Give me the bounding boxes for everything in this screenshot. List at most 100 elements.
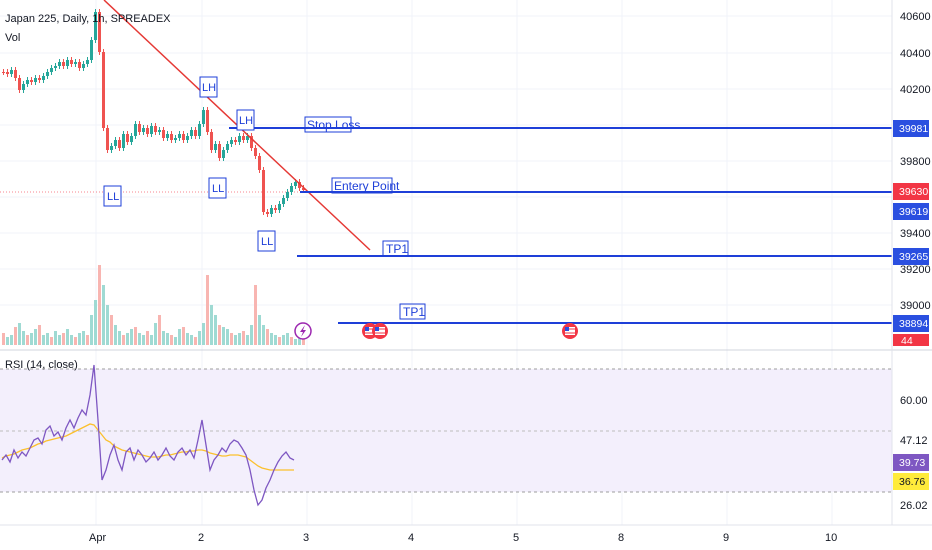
us-flag-icon[interactable] [372, 323, 388, 339]
candle-body [162, 130, 165, 138]
time-label: Apr [89, 532, 106, 544]
volume-bar [74, 337, 77, 345]
volume-bar [170, 335, 173, 345]
flash-icon[interactable] [294, 322, 312, 340]
volume-bar [114, 325, 117, 345]
volume-bar [18, 323, 21, 345]
tp1-annotation-a[interactable]: TP1 [382, 240, 409, 257]
candle-body [214, 144, 217, 150]
pattern-label-ll-1[interactable]: LL [103, 185, 122, 207]
volume-bar [82, 331, 85, 345]
rsi-tick: 60.00 [900, 395, 928, 407]
candle-body [110, 146, 113, 150]
rsi-axis[interactable]: 60.00 47.12 26.02 39.73 36.76 [893, 395, 929, 512]
volume-bar [178, 329, 181, 345]
volume-bar [262, 325, 265, 345]
volume-bar [86, 335, 89, 345]
price-axis[interactable]: 40600 40400 40200 39800 39400 39200 3900… [891, 0, 931, 525]
volume-bar [190, 335, 193, 345]
candle-body [206, 110, 209, 132]
svg-text:LL: LL [261, 236, 273, 248]
candle-body [74, 62, 77, 64]
candle-body [186, 136, 189, 140]
candle-body [46, 72, 49, 76]
volume-bar [186, 333, 189, 345]
volume-bar [110, 315, 113, 345]
volume-bar [14, 327, 17, 345]
pattern-label-lh-1[interactable]: LH [199, 76, 218, 98]
volume-bar [58, 335, 61, 345]
rsi-label[interactable]: RSI (14, close) [5, 359, 78, 371]
candle-body [226, 144, 229, 150]
volume-bar [218, 325, 221, 345]
pattern-label-ll-3[interactable]: LL [257, 230, 276, 252]
candlesticks [2, 9, 305, 217]
volume-bar [166, 333, 169, 345]
volume-bar [138, 333, 141, 345]
candle-body [262, 170, 265, 212]
volume-bar [250, 325, 253, 345]
svg-text:39619: 39619 [899, 206, 928, 218]
volume-bar [106, 305, 109, 345]
svg-text:39630: 39630 [899, 186, 928, 198]
volume-bar [234, 335, 237, 345]
rsi-tag: 39.73 [899, 457, 925, 469]
candle-body [114, 140, 117, 146]
volume-bar [42, 335, 45, 345]
candle-body [246, 136, 249, 140]
tp1-text-b: TP1 [403, 305, 425, 319]
time-axis[interactable]: Apr 2 3 4 5 8 9 10 [0, 524, 932, 544]
candle-body [90, 40, 93, 60]
volume-label[interactable]: Vol [5, 32, 20, 44]
entry-point-annotation[interactable]: Entery Point [331, 177, 400, 194]
candle-body [146, 128, 149, 134]
candle-body [290, 186, 293, 192]
candle-body [70, 60, 73, 64]
candle-body [122, 134, 125, 148]
tp1-annotation-b[interactable]: TP1 [399, 303, 426, 320]
price-tag: 38894 [893, 315, 929, 332]
volume-bar [134, 327, 137, 345]
time-label: 9 [723, 532, 729, 544]
stop-loss-text: Stop Loss [307, 118, 360, 132]
candle-body [54, 66, 57, 68]
time-label: 5 [513, 532, 519, 544]
volume-bar [238, 333, 241, 345]
candle-body [150, 126, 153, 134]
volume-bar [230, 333, 233, 345]
pattern-label-ll-2[interactable]: LL [208, 177, 227, 199]
candle-body [130, 136, 133, 142]
rsi-ma-tag: 36.76 [899, 476, 925, 488]
volume-bar [142, 335, 145, 345]
price-tag: 39981 [893, 120, 929, 137]
stop-loss-annotation[interactable]: Stop Loss [304, 116, 360, 133]
tp1-text-a: TP1 [386, 242, 408, 256]
candle-body [22, 84, 25, 90]
volume-bar [298, 335, 301, 345]
volume-bar [118, 331, 121, 345]
candle-body [254, 148, 257, 156]
volume-bar [154, 323, 157, 345]
symbol-title[interactable]: Japan 225, Daily, 1h, SPREADEX [5, 13, 171, 25]
candle-body [278, 204, 281, 210]
candle-body [294, 182, 297, 186]
price-tag: 39630 [893, 183, 929, 200]
volume-bar [130, 329, 133, 345]
candle-body [250, 136, 253, 148]
time-label: 2 [198, 532, 204, 544]
price-tag: 39619 [893, 203, 929, 220]
us-flag-icon[interactable] [562, 323, 578, 339]
pattern-label-lh-2[interactable]: LH [236, 109, 255, 131]
volume-bar [66, 329, 69, 345]
candle-body [26, 80, 29, 84]
volume-bar [202, 323, 205, 345]
candle-body [126, 134, 129, 142]
volume-bar [102, 285, 105, 345]
candle-body [282, 198, 285, 204]
price-tag: 44 [893, 334, 929, 347]
candle-body [6, 72, 9, 74]
svg-text:LL: LL [212, 183, 224, 195]
candle-body [230, 140, 233, 144]
candle-body [66, 60, 69, 66]
